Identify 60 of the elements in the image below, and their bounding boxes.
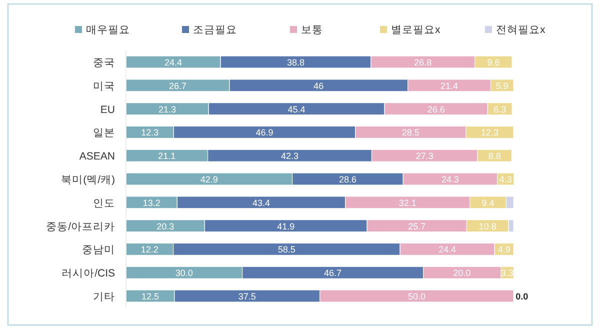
y-tick-label: 중동/아프리카 [46, 220, 115, 233]
data-label: 25.7 [408, 221, 426, 232]
data-label: 12.5 [141, 292, 159, 302]
y-tick-label: 중국 [93, 57, 115, 69]
y-tick-label: 미국 [93, 80, 115, 92]
data-label: 13.2 [142, 198, 160, 208]
data-label: 20.3 [156, 221, 174, 232]
data-label: 26.7 [168, 80, 187, 91]
y-tick-label: ASEAN [79, 150, 115, 163]
y-tick-label: EU [100, 104, 115, 116]
data-label: 26.6 [427, 104, 445, 114]
data-label: 9.6 [487, 58, 500, 68]
data-label: 12.3 [481, 128, 499, 138]
y-tick-label: 기타 [93, 291, 115, 303]
data-label: 50.0 [408, 292, 426, 302]
data-label: 21.4 [440, 80, 458, 91]
data-label: 30.0 [175, 268, 193, 278]
data-label: 4.3 [499, 174, 512, 184]
y-tick-label: 인도 [93, 197, 115, 210]
data-label: 28.6 [338, 174, 356, 184]
y-tick-label: 중남미 [82, 244, 115, 256]
data-label: 9.4 [482, 198, 494, 208]
legend-label: 별로필요x [391, 24, 441, 36]
y-tick-label: 북미(멕/캐) [61, 174, 115, 186]
data-label: 43.4 [252, 198, 270, 208]
data-label: 24.4 [438, 244, 456, 255]
data-label: 41.9 [277, 221, 295, 232]
data-label: 12.2 [140, 244, 158, 255]
y-tick-label: 러시아/CIS [62, 268, 115, 280]
data-label: 21.3 [158, 104, 176, 114]
data-label: 37.5 [238, 292, 256, 302]
data-label: 0.0 [516, 292, 528, 302]
data-label: 46 [314, 80, 324, 91]
data-label: 21.1 [158, 151, 176, 162]
legend-label: 전혀필요x [496, 24, 546, 36]
data-label: 28.5 [402, 128, 420, 138]
data-label: 42.3 [281, 151, 299, 162]
data-label: 5.9 [496, 80, 508, 91]
data-label: 32.1 [398, 198, 416, 208]
y-tick-label: 일본 [93, 127, 115, 140]
data-label: 45.4 [288, 104, 306, 114]
data-label: 3.3 [500, 268, 514, 278]
legend-label: 조금필요 [193, 24, 237, 36]
data-label: 6.3 [494, 104, 506, 114]
data-label: 8.8 [488, 151, 501, 162]
data-label: 27.3 [416, 151, 434, 162]
data-label: 46.9 [256, 128, 274, 138]
data-label: 46.7 [324, 268, 342, 278]
data-label: 24.3 [441, 174, 460, 184]
data-label: 20.0 [453, 268, 471, 278]
data-label: 4.9 [498, 244, 510, 255]
data-label: 38.8 [287, 58, 305, 68]
data-label: 26.8 [414, 58, 432, 68]
data-label: 12.3 [141, 128, 159, 138]
data-label: 10.8 [478, 221, 496, 232]
legend-label: 매우필요 [86, 24, 130, 36]
data-label: 42.9 [200, 174, 218, 184]
data-label: 24.4 [164, 58, 182, 68]
legend-label: 보통 [301, 24, 323, 36]
data-label: 58.5 [278, 244, 296, 255]
